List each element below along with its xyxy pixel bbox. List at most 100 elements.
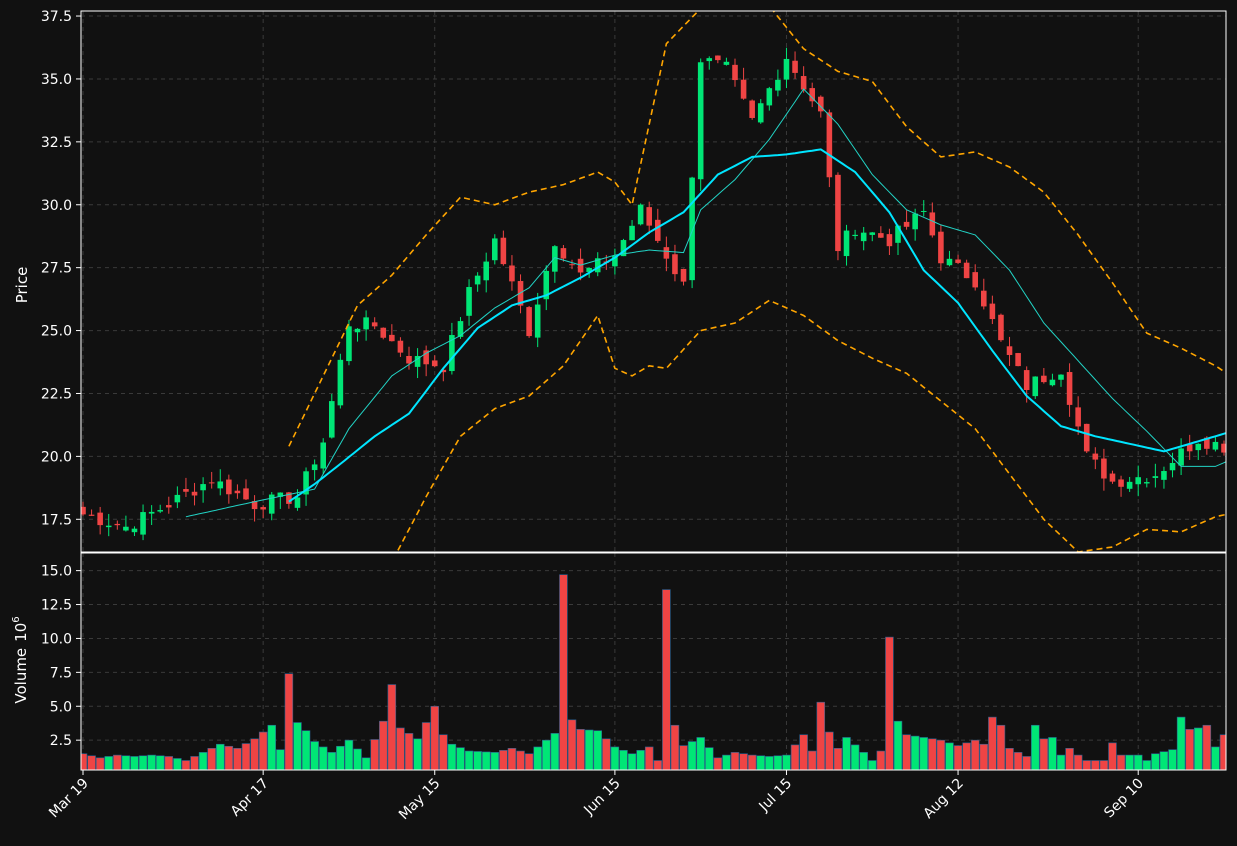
price-tick-label: 20.0 <box>41 449 72 465</box>
volume-bar <box>610 746 620 770</box>
candle-body <box>835 174 841 252</box>
candle-body <box>697 62 704 180</box>
candle-body <box>131 528 138 533</box>
candle-body <box>800 76 807 90</box>
volume-bar <box>430 705 439 770</box>
volume-bar <box>542 739 551 770</box>
volume-bar <box>1151 753 1160 770</box>
candle-body <box>492 238 498 261</box>
price-panel: 17.5 20.0 22.5 25.0 27.5 30.0 32.5 35.0 37.5 Pri… <box>13 9 1227 553</box>
candle-body <box>1101 458 1107 479</box>
volume-bar <box>1013 752 1023 770</box>
candle-body <box>483 261 489 281</box>
price-tick-label: 32.5 <box>41 135 72 151</box>
volume-bar <box>567 719 577 770</box>
volume-bar <box>353 748 362 770</box>
volume-bar <box>850 744 860 770</box>
volume-bar <box>344 739 354 770</box>
volume-bar <box>705 747 714 770</box>
volume-tick-label: 15.0 <box>41 564 72 580</box>
volume-bar <box>584 729 594 770</box>
volume-bar <box>456 747 465 770</box>
volume-bar <box>1194 727 1203 770</box>
candle-body <box>920 210 927 212</box>
candle-body <box>526 307 532 337</box>
volume-bar <box>1065 747 1074 770</box>
volume-bar <box>293 722 302 770</box>
candle-body <box>560 248 567 259</box>
volume-bar <box>507 747 517 770</box>
volume-bar <box>1073 754 1083 770</box>
candle-body <box>354 328 361 333</box>
volume-bar <box>559 574 568 770</box>
volume-bar <box>516 750 525 770</box>
volume-bar <box>782 754 791 770</box>
x-tick-label: Jul 15 <box>756 776 796 816</box>
volume-bar <box>687 741 697 770</box>
candle-body <box>320 442 326 469</box>
price-tick-label: 25.0 <box>41 324 72 340</box>
candle-body <box>912 213 918 230</box>
candle-body <box>1109 473 1116 482</box>
candle-body <box>97 512 103 526</box>
candle-body <box>1169 462 1176 471</box>
candle-body <box>303 471 309 495</box>
volume-y-axis-ticks: 2.5 5.0 7.5 10.0 12.5 15.0 <box>41 564 81 749</box>
volume-bar <box>1056 754 1066 770</box>
candle-body <box>466 287 472 316</box>
volume-bar <box>464 750 474 770</box>
volume-panel: 2.5 5.0 7.5 10.0 12.5 15.0 Volume 106 <box>11 552 1227 771</box>
candle-body <box>792 60 798 73</box>
volume-panel-frame <box>80 552 1227 771</box>
volume-bar <box>421 722 431 770</box>
candle-body <box>440 369 447 373</box>
candle-body <box>680 268 687 282</box>
volume-bar <box>147 754 156 770</box>
volume-bar <box>1202 724 1212 770</box>
candle-body <box>81 506 86 515</box>
candle-body <box>723 61 730 65</box>
volume-bar-series <box>81 574 1226 770</box>
candle-body <box>878 233 884 238</box>
candle-body <box>629 225 635 241</box>
candle-body <box>148 511 155 514</box>
candle-body <box>1144 482 1150 484</box>
volume-bar <box>1022 756 1031 770</box>
volume-bar <box>953 745 963 770</box>
candle-body <box>329 401 335 438</box>
volume-bar <box>902 734 911 770</box>
volume-bar <box>1176 716 1186 770</box>
candle-body <box>1178 448 1184 466</box>
candle-body <box>981 290 987 307</box>
volume-bar <box>670 724 680 770</box>
candle-body <box>706 58 713 62</box>
price-axis-label: Price <box>13 267 31 304</box>
volume-axis-label-exponent-base: 10 <box>12 623 30 642</box>
candle-body <box>105 525 112 528</box>
candle-body <box>534 304 541 338</box>
volume-tick-label: 12.5 <box>41 598 72 614</box>
candle-body <box>766 88 773 106</box>
volume-bar <box>198 752 208 770</box>
x-tick-label: Jun 15 <box>580 776 623 819</box>
candle-body <box>431 360 438 367</box>
candle-body <box>749 100 755 118</box>
candle-body <box>869 232 876 235</box>
volume-bar <box>1133 754 1143 770</box>
volume-bar <box>190 756 199 770</box>
fast-moving-average-line <box>185 88 1226 518</box>
volume-bar <box>310 741 319 770</box>
volume-bar <box>936 739 946 770</box>
candle-body <box>637 204 644 225</box>
volume-bar <box>627 753 637 770</box>
candle-body <box>594 258 601 273</box>
volume-tick-label: 2.5 <box>50 733 72 749</box>
volume-bar <box>962 742 971 770</box>
price-tick-label: 37.5 <box>41 9 72 25</box>
candle-body <box>457 321 464 337</box>
volume-bar <box>1211 746 1220 770</box>
candle-body <box>663 247 670 259</box>
volume-bar <box>1116 754 1126 770</box>
candle-body <box>843 230 850 257</box>
candle-body <box>740 79 747 99</box>
